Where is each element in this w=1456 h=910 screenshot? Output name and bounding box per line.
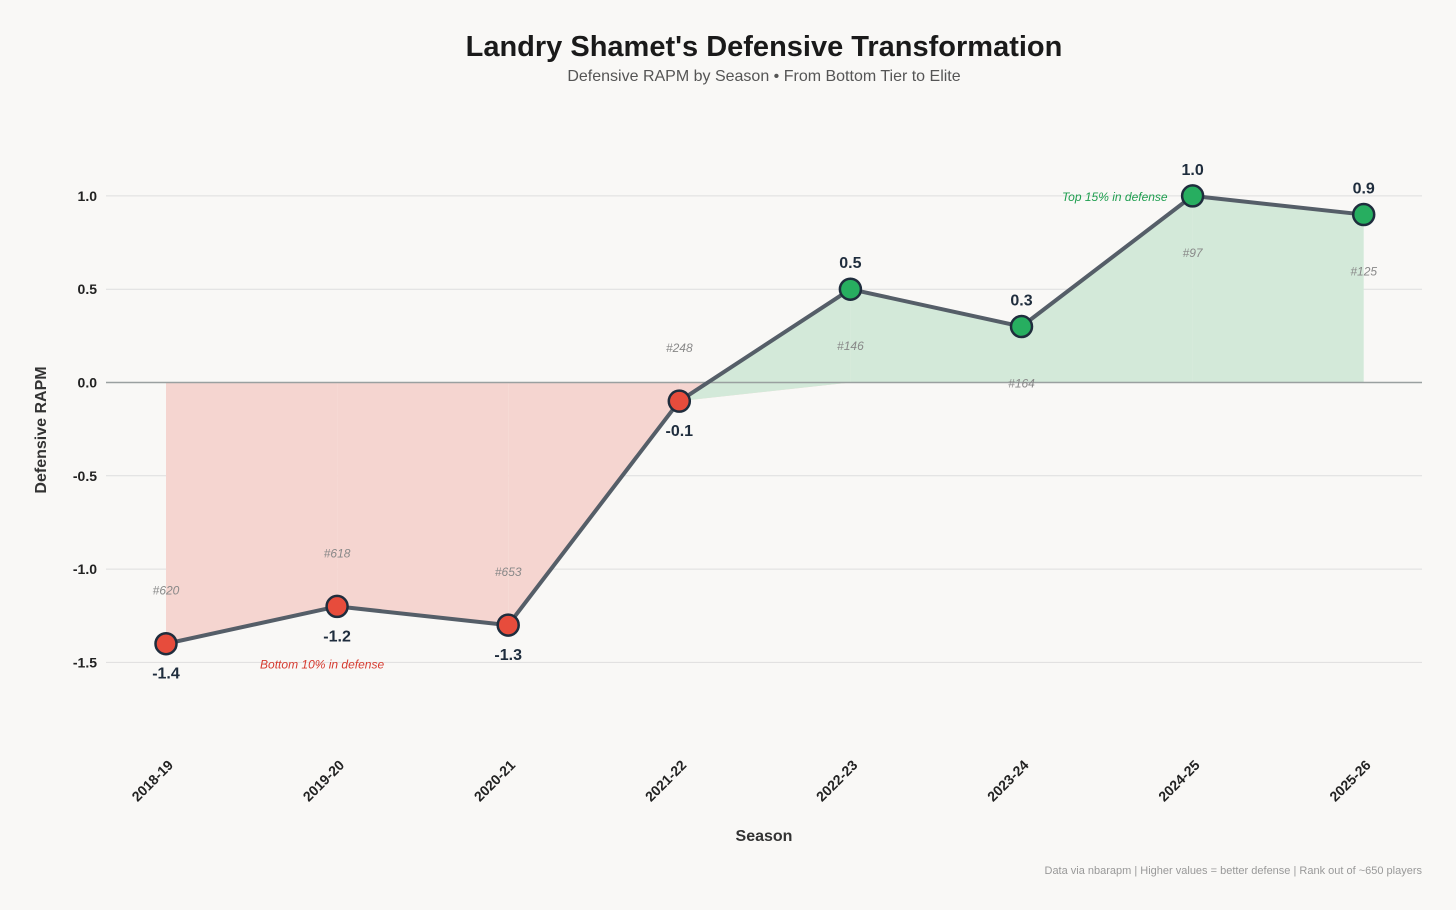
x-axis-ticks: 2018-19 2019-20 2020-21 2021-22 2022-23 2023-… (128, 757, 1373, 805)
x-tick-label: 2021-22 (642, 757, 690, 805)
rank-label: #653 (495, 565, 522, 579)
y-axis-label: Defensive RAPM (33, 366, 50, 493)
rapm-series-line (165, 193, 1364, 646)
x-tick-label: 2020-21 (471, 757, 519, 805)
annotation-top-tier: Top 15% in defense (1062, 190, 1168, 204)
x-tick-label: 2025-26 (1326, 757, 1374, 805)
data-points (154, 184, 1376, 656)
negative-area (508, 382, 680, 626)
negative-area (166, 382, 338, 644)
value-label: 0.3 (1010, 293, 1032, 310)
x-tick-label: 2022-23 (813, 757, 861, 805)
value-label: 0.9 (1353, 181, 1375, 198)
y-tick-label: -0.5 (73, 468, 97, 484)
area-fills (166, 195, 1364, 644)
value-label: 0.5 (839, 255, 861, 272)
value-label: -1.2 (323, 628, 351, 645)
rank-label: #620 (153, 584, 180, 598)
y-tick-label: -1.5 (73, 654, 97, 670)
rank-label: #97 (1183, 246, 1204, 260)
y-tick-label: -1.0 (73, 561, 97, 577)
positive-area (850, 289, 1022, 383)
data-point (325, 594, 349, 619)
rank-label: #164 (1008, 377, 1035, 391)
chart-subtitle: Defensive RAPM by Season • From Bottom T… (567, 68, 960, 85)
positive-area (1192, 195, 1364, 383)
y-tick-label: 0.5 (78, 281, 98, 297)
value-label: -1.4 (152, 666, 180, 683)
y-tick-label: 1.0 (78, 188, 98, 204)
data-point (496, 613, 520, 637)
rank-label: #248 (666, 341, 693, 355)
positive-area (1021, 195, 1193, 383)
value-label: -1.3 (494, 647, 522, 664)
rank-label: #146 (837, 339, 864, 353)
y-axis-ticks: 1.0 0.5 0.0 -0.5 -1.0 -1.5 (73, 188, 97, 671)
chart-title: Landry Shamet's Defensive Transformation (466, 31, 1063, 63)
x-tick-label: 2018-19 (128, 757, 176, 805)
data-point (838, 277, 863, 301)
rank-label: #125 (1350, 265, 1377, 279)
x-tick-label: 2019-20 (300, 757, 348, 805)
data-point (1180, 184, 1205, 208)
data-point (1351, 202, 1376, 227)
data-point (154, 631, 178, 656)
negative-area (337, 382, 509, 626)
footer-note: Data via nbarapm | Higher values = bette… (1045, 865, 1423, 877)
x-tick-label: 2024-25 (1155, 757, 1203, 805)
data-point (667, 389, 692, 413)
x-axis-label: Season (736, 828, 793, 845)
value-label: -0.1 (666, 423, 694, 440)
x-tick-label: 2023-24 (984, 757, 1032, 805)
value-label: 1.0 (1181, 162, 1203, 179)
annotation-bottom-tier: Bottom 10% in defense (260, 658, 384, 672)
y-tick-label: 0.0 (78, 375, 98, 391)
data-point (1009, 314, 1034, 339)
rank-label: #618 (324, 546, 351, 560)
data-labels: -1.4 #620 -1.2 #618 -1.3 #653 -0.1 #248 0.5 #146 0… (152, 162, 1377, 683)
